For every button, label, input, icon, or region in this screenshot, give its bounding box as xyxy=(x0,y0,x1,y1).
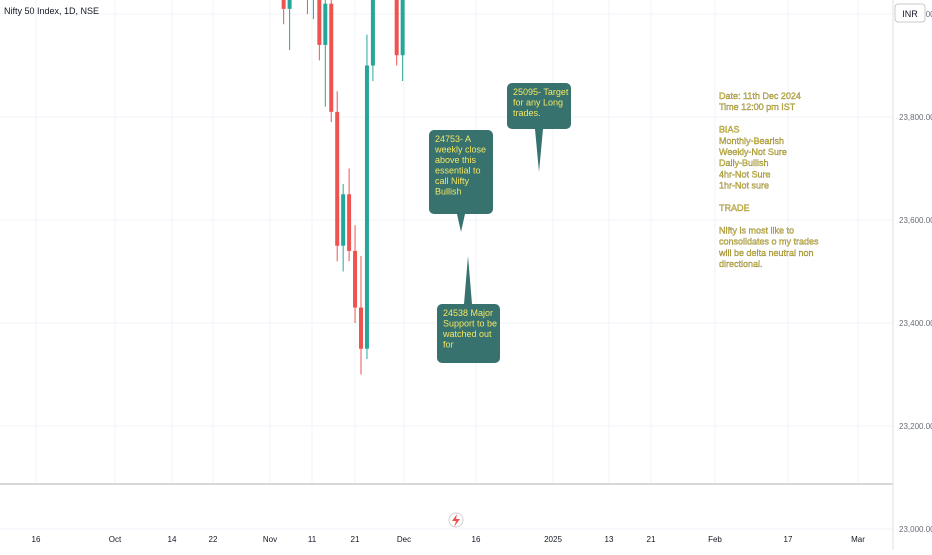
candle-body xyxy=(287,0,292,9)
time-tick-label: 16 xyxy=(32,535,41,544)
callout-box xyxy=(429,130,493,214)
price-tick-label: 23,000.00 xyxy=(899,525,932,534)
candle-body xyxy=(281,0,286,9)
time-tick-label: 21 xyxy=(647,535,656,544)
time-tick-label: 13 xyxy=(605,535,614,544)
time-tick-label: 16 xyxy=(472,535,481,544)
candle-body xyxy=(317,0,322,45)
price-tick-label: 23,200.00 xyxy=(899,422,932,431)
callout-pointer xyxy=(535,129,543,172)
callout-box xyxy=(507,83,571,129)
candle-body xyxy=(364,65,369,349)
callout-text: 24538 Major Support to be watched out for xyxy=(442,308,497,350)
callout-text: 25095- Target for any Long trades. xyxy=(513,87,569,118)
commentary-text: Date: 11th Dec 2024 Time 12:00 pm IST BIA… xyxy=(718,91,819,269)
candle-body xyxy=(329,3,334,112)
time-tick-label: Oct xyxy=(109,535,122,544)
price-tick-label: 23,400.00 xyxy=(899,319,932,328)
time-tick-label: Nov xyxy=(263,535,277,544)
time-axis: 16 Oct 14 22 Nov 11 21 Dec 16 2025 13 21 Feb 17 Mar xyxy=(32,535,866,544)
callout-pointer xyxy=(464,256,472,304)
time-tick-label: 17 xyxy=(784,535,793,544)
candle-body xyxy=(335,111,340,246)
time-tick-label: 21 xyxy=(351,535,360,544)
callout-pointer xyxy=(457,214,465,232)
currency-button[interactable] xyxy=(894,3,926,23)
candle-body xyxy=(370,0,375,66)
time-tick-label: Feb xyxy=(708,535,722,544)
lightning-bolt-icon[interactable] xyxy=(448,512,464,528)
callout-box xyxy=(437,304,500,363)
candle-body xyxy=(347,194,352,251)
candle-body xyxy=(353,250,358,308)
time-tick-label: 11 xyxy=(308,535,317,544)
candle-body xyxy=(341,194,346,246)
time-tick-label: 22 xyxy=(209,535,218,544)
time-tick-label: 14 xyxy=(168,535,177,544)
time-tick-label: Mar xyxy=(851,535,865,544)
candle-body xyxy=(323,3,328,45)
price-tick-label: 23,600.00 xyxy=(899,216,932,225)
price-tick-label: 23,800.00 xyxy=(899,113,932,122)
candle-body xyxy=(359,307,363,349)
chart-title: Nifty 50 Index, 1D, NSE xyxy=(4,6,99,16)
candles xyxy=(281,0,405,375)
currency-label: INR xyxy=(902,9,918,19)
candle-body xyxy=(394,0,399,56)
price-axis: 25,800.0025,600.0025,400.0025,200.0025,0… xyxy=(899,10,932,534)
candle-body xyxy=(400,0,405,56)
time-tick-label: Dec xyxy=(397,535,411,544)
time-tick-label: 2025 xyxy=(544,535,562,544)
